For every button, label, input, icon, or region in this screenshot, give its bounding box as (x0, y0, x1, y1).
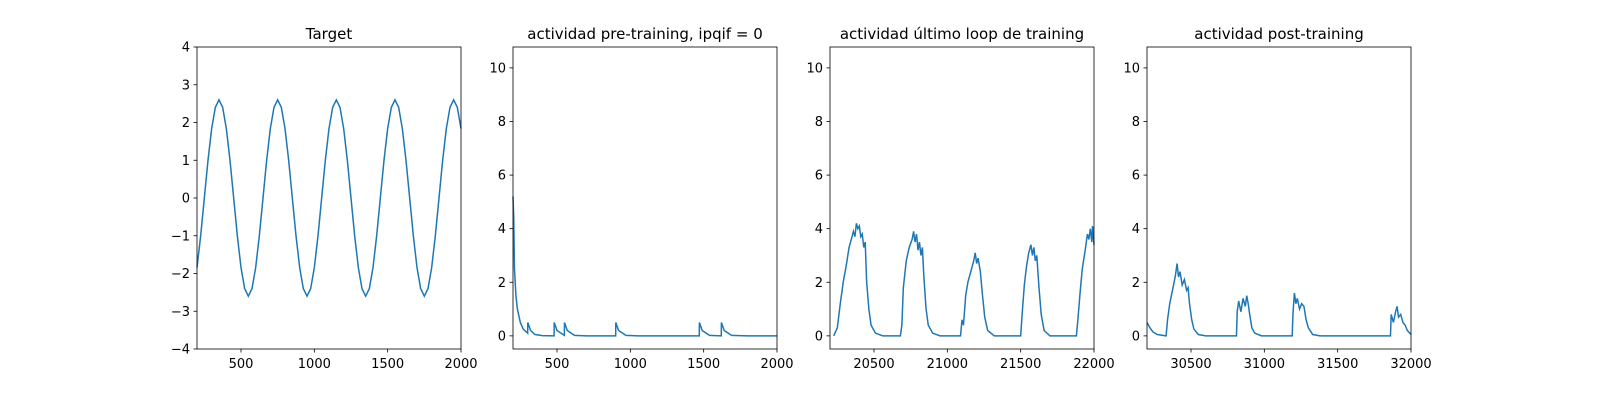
chart-title: actividad pre-training, ipqif = 0 (527, 25, 763, 43)
data-line (196, 98, 462, 298)
y-tick-label: 2 (1132, 276, 1140, 291)
y-tick-label: 8 (815, 115, 823, 130)
axes-frame (196, 46, 462, 350)
x-tick-label: 500 (545, 357, 570, 372)
y-tick-label: −3 (171, 305, 190, 320)
x-tick-label: 2000 (444, 357, 477, 372)
x-tick-label: 500 (229, 357, 254, 372)
y-tick-label: 6 (498, 169, 506, 184)
y-tick-label: 6 (815, 169, 823, 184)
x-tick-label: 22000 (1073, 357, 1114, 372)
y-tick-label: 0 (815, 329, 823, 344)
y-tick-label: −1 (171, 229, 190, 244)
axes-frame (829, 46, 1095, 350)
x-tick-label: 1500 (371, 357, 404, 372)
chart-title: Target (305, 25, 353, 43)
x-tick-label: 1000 (298, 357, 331, 372)
y-tick-label: 10 (1123, 61, 1140, 76)
y-tick-label: 3 (182, 78, 190, 93)
x-tick-label: 30500 (1170, 357, 1211, 372)
y-tick-label: 4 (498, 222, 506, 237)
y-tick-label: 0 (1132, 329, 1140, 344)
x-tick-label: 20500 (853, 357, 894, 372)
x-tick-label: 1500 (687, 357, 720, 372)
y-tick-label: 1 (182, 154, 190, 169)
y-tick-label: 8 (1132, 115, 1140, 130)
y-tick-label: 10 (489, 61, 506, 76)
y-tick-label: 10 (806, 61, 823, 76)
x-tick-label: 31000 (1244, 357, 1285, 372)
chart-title: actividad post-training (1194, 25, 1363, 43)
y-tick-label: 6 (1132, 169, 1140, 184)
y-tick-label: 2 (498, 276, 506, 291)
y-tick-label: −2 (171, 267, 190, 282)
x-tick-label: 1000 (614, 357, 647, 372)
y-tick-label: 4 (815, 222, 823, 237)
x-tick-label: 21500 (1000, 357, 1041, 372)
x-tick-label: 21000 (927, 357, 968, 372)
y-tick-label: 2 (815, 276, 823, 291)
axes-frame (1146, 46, 1412, 350)
data-line (832, 223, 1095, 337)
axes-frame (512, 46, 778, 350)
y-tick-label: 0 (498, 329, 506, 344)
y-tick-label: 0 (182, 192, 190, 207)
chart-title: actividad último loop de training (840, 25, 1084, 43)
y-tick-label: 8 (498, 115, 506, 130)
data-line (1146, 263, 1412, 337)
data-line (512, 196, 777, 337)
x-tick-label: 31500 (1317, 357, 1358, 372)
y-tick-label: 4 (182, 41, 190, 56)
y-tick-label: 2 (182, 116, 190, 131)
x-tick-label: 2000 (760, 357, 793, 372)
y-tick-label: −4 (171, 343, 190, 358)
y-tick-label: 4 (1132, 222, 1140, 237)
x-tick-label: 32000 (1390, 357, 1431, 372)
